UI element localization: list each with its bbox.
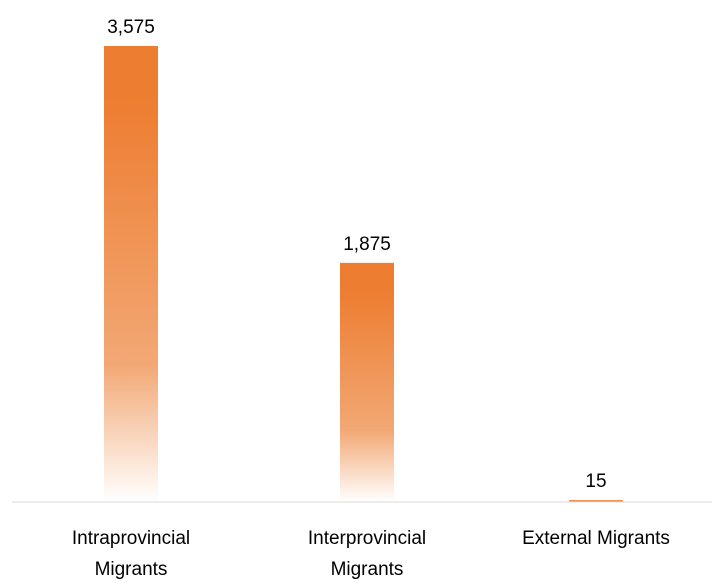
category-label-0: Intraprovincial Migrants	[72, 528, 190, 580]
category-label-1: Interprovincial Migrants	[308, 528, 426, 580]
category-label-line: Migrants	[95, 559, 168, 580]
bar-0	[104, 46, 158, 502]
data-label-0: 3,575	[107, 17, 155, 38]
category-label-2: External Migrants	[522, 528, 670, 549]
bars-group	[104, 46, 623, 502]
data-label-2: 15	[585, 471, 606, 492]
bar-2	[569, 500, 623, 502]
data-labels-group: 3,575 1,875 15	[107, 17, 606, 492]
data-label-1: 1,875	[343, 234, 391, 255]
category-label-line: Migrants	[331, 559, 404, 580]
category-label-line: Interprovincial	[308, 528, 426, 549]
bar-1	[340, 262, 394, 502]
category-label-line: Intraprovincial	[72, 528, 190, 549]
category-label-line: External Migrants	[522, 528, 670, 549]
category-labels-group: Intraprovincial Migrants Interprovincial Mi…	[72, 528, 670, 580]
